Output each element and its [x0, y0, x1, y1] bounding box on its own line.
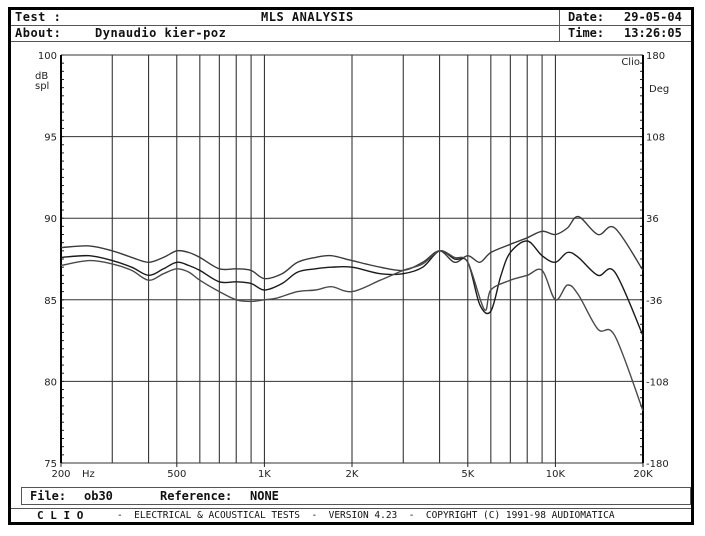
y2-tick-label: 36 [646, 214, 659, 225]
y-tick-label: 90 [44, 214, 57, 225]
y-unit-label-spl: spl [35, 81, 49, 92]
reference-value: NONE [250, 489, 279, 503]
series-line-trace-middle [60, 240, 644, 336]
x-tick-label: 5K [461, 469, 474, 480]
y2-unit-label: Deg [649, 84, 669, 95]
x-tick-label: 200 [51, 469, 70, 480]
series-line-trace-upper [60, 215, 644, 280]
x-unit-label: Hz [82, 469, 95, 480]
file-info-bar: File: ob30 Reference: NONE [21, 487, 691, 505]
header-row-test: Test : MLS ANALYSIS [11, 10, 691, 26]
date-label: Date: [568, 10, 605, 24]
x-tick-label: 1K [258, 469, 271, 480]
test-label: Test : [15, 10, 62, 24]
x-tick-label: 2K [346, 469, 359, 480]
x-tick-label: 20K [633, 469, 653, 480]
series-line-trace-lower [60, 250, 644, 412]
reference-label: Reference: [160, 489, 233, 503]
clio-credits-bar: C L I O - ELECTRICAL & ACOUSTICAL TESTS … [11, 508, 691, 523]
clio-tagline: - ELECTRICAL & ACOUSTICAL TESTS - VERSIO… [117, 510, 615, 521]
y-tick-label: 85 [44, 296, 57, 307]
date-time-box: Date: 29-05-04 Time: 13:26:05 [559, 10, 695, 42]
y2-tick-label: 180 [646, 51, 665, 62]
file-label: File: [30, 489, 67, 503]
file-value: ob30 [84, 489, 113, 503]
y-tick-label: 80 [44, 377, 57, 388]
y2-tick-label: 108 [646, 133, 665, 144]
about-value: Dynaudio kier-poz [95, 26, 227, 40]
time-value: 13:26:05 [624, 26, 682, 40]
x-tick-label: 500 [167, 469, 186, 480]
analysis-title: MLS ANALYSIS [261, 10, 354, 24]
x-tick-label: 10K [546, 469, 566, 480]
time-label: Time: [568, 26, 605, 40]
clio-corner-label: Clio [621, 57, 640, 68]
y-tick-label: 100 [38, 51, 57, 62]
y2-tick-label: -180 [646, 459, 669, 470]
y2-tick-label: -108 [646, 377, 669, 388]
y2-tick-label: -36 [646, 296, 662, 307]
y-tick-label: 95 [44, 133, 57, 144]
about-label: About: [15, 26, 62, 40]
date-value: 29-05-04 [624, 10, 682, 24]
clio-brand: C L I O [37, 509, 84, 522]
y-tick-label: 75 [44, 459, 57, 470]
y-unit-label-db: dB [35, 71, 48, 82]
header-row-about: About: Dynaudio kier-poz [11, 26, 691, 42]
